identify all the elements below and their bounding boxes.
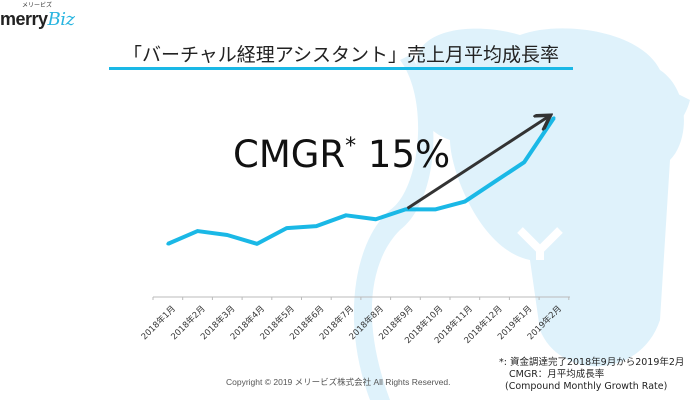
- footnote-line: *: 資金調達完了2018年9月から2019年2月: [499, 357, 685, 368]
- data-point: [344, 213, 348, 217]
- title-underline: [109, 67, 573, 70]
- data-point: [255, 242, 259, 246]
- data-point: [225, 233, 229, 237]
- logo-text: merry: [0, 9, 48, 29]
- merrybiz-logo: メリービズ merryBiz: [0, 2, 75, 30]
- data-point: [493, 180, 497, 184]
- data-point: [314, 224, 318, 228]
- series-line: [167, 116, 556, 246]
- data-point: [552, 116, 556, 120]
- data-point: [463, 200, 467, 204]
- cmgr-label: CMGR: [233, 133, 346, 176]
- data-point: [166, 242, 170, 246]
- data-point: [196, 229, 200, 233]
- footnote-line: (Compound Monthly Growth Rate): [505, 381, 668, 392]
- growth-arrow: [406, 117, 548, 210]
- data-point: [522, 160, 526, 164]
- footnote: *: 資金調達完了2018年9月から2019年2月 CMGR：月平均成長率 (C…: [499, 357, 684, 393]
- data-point: [403, 207, 407, 211]
- data-point: [433, 207, 437, 211]
- cmgr-value: 15%: [367, 133, 451, 176]
- data-point: [285, 226, 289, 230]
- logo-wordmark: merryBiz: [0, 9, 75, 30]
- cmgr-asterisk: *: [345, 134, 357, 159]
- logo-kana: メリービズ: [22, 2, 53, 9]
- footnote-line: CMGR：月平均成長率: [509, 369, 605, 380]
- slide-title: 「バーチャル経理アシスタント」売上月平均成長率: [122, 44, 560, 66]
- cmgr-annotation: CMGR* 15%: [233, 133, 450, 176]
- logo-accent: Biz: [47, 9, 75, 30]
- data-point: [374, 217, 378, 221]
- copyright: Copyright © 2019 メリービズ株式会社 All Rights Re…: [226, 377, 451, 387]
